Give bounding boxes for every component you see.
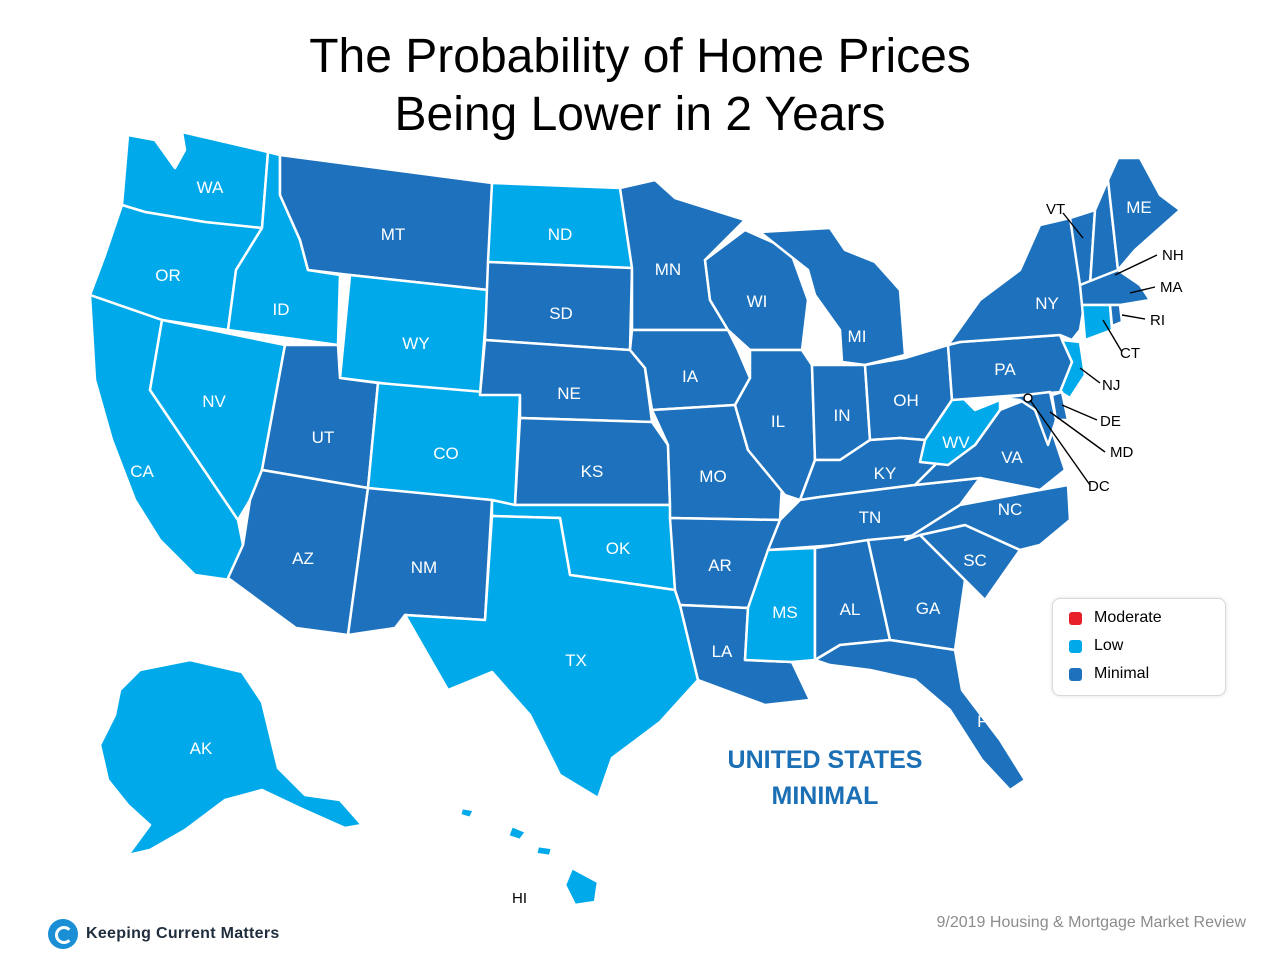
state-label-ND: ND (548, 225, 573, 244)
state-labels: WA OR CA ID NV MT WY UT AZ CO NM ND SD NE KS OK TX MN IA MO… (130, 178, 1152, 758)
legend-item-moderate: Moderate (1069, 607, 1162, 629)
national-rating-line-2: MINIMAL (771, 782, 879, 810)
state-label-NH: NH (1162, 247, 1184, 264)
state-label-WV: WV (942, 433, 970, 452)
state-label-GA: GA (916, 599, 941, 618)
state-label-VT: VT (1046, 201, 1065, 218)
legend-label-minimal: Minimal (1094, 665, 1150, 682)
brand-logo-icon (48, 919, 78, 949)
state-label-IL: IL (771, 412, 785, 431)
state-label-NJ: NJ (1102, 377, 1120, 394)
state-NC[interactable] (903, 483, 1072, 552)
state-label-SC: SC (963, 551, 987, 570)
state-label-MO: MO (699, 467, 726, 486)
state-label-SD: SD (549, 304, 573, 323)
state-MI[interactable] (758, 226, 907, 367)
state-label-CT: CT (1120, 345, 1140, 362)
source-note: 9/2019 Housing & Mortgage Market Review (936, 914, 1247, 931)
state-label-UT: UT (312, 428, 335, 447)
state-label-FL: FL (977, 712, 997, 731)
state-HI[interactable] (458, 806, 600, 907)
title-line-2: Being Lower in 2 Years (394, 88, 886, 141)
legend-label-moderate: Moderate (1094, 609, 1162, 626)
page-title: The Probability of Home Prices Being Low… (0, 28, 1280, 144)
state-label-AZ: AZ (292, 549, 314, 568)
state-label-NY: NY (1035, 294, 1059, 313)
brand: Keeping Current Matters (48, 918, 280, 950)
national-rating: UNITED STATES MINIMAL (700, 742, 950, 814)
legend-item-minimal: Minimal (1069, 663, 1149, 685)
state-label-AL: AL (840, 600, 861, 619)
state-label-CA: CA (130, 462, 154, 481)
state-label-KY: KY (874, 464, 897, 483)
state-AK[interactable] (98, 658, 364, 857)
state-label-MS: MS (772, 603, 798, 622)
state-label-WY: WY (402, 334, 429, 353)
legend-swatch-low (1069, 639, 1082, 653)
state-MT[interactable] (278, 153, 494, 292)
legend-label-low: Low (1094, 637, 1124, 654)
state-label-WA: WA (197, 178, 224, 197)
state-IL[interactable] (733, 348, 817, 502)
state-label-HI: HI (512, 890, 527, 907)
state-label-ID: ID (273, 300, 290, 319)
state-label-NM: NM (411, 558, 437, 577)
state-ME[interactable] (1106, 156, 1182, 272)
state-label-MI: MI (848, 327, 867, 346)
state-label-NV: NV (202, 392, 226, 411)
state-label-MA: MA (1160, 279, 1183, 296)
state-label-AK: AK (190, 739, 213, 758)
state-label-OK: OK (606, 539, 631, 558)
state-label-WI: WI (747, 292, 768, 311)
state-label-RI: RI (1150, 312, 1165, 329)
state-label-KS: KS (581, 462, 604, 481)
state-label-TX: TX (565, 651, 587, 670)
legend-swatch-moderate (1069, 611, 1082, 625)
national-rating-line-1: UNITED STATES (727, 746, 923, 774)
state-label-VA: VA (1001, 448, 1023, 467)
state-label-CO: CO (433, 444, 459, 463)
state-label-MD: MD (1110, 444, 1133, 461)
state-label-LA: LA (712, 642, 733, 661)
state-MD[interactable] (998, 390, 1058, 447)
legend: Moderate Low Minimal (1052, 598, 1226, 696)
state-label-OR: OR (155, 266, 181, 285)
state-TX[interactable] (403, 514, 700, 800)
leader-lines (1029, 212, 1158, 486)
brand-name: Keeping Current Matters (86, 925, 280, 942)
state-label-NE: NE (557, 384, 581, 403)
legend-swatch-minimal (1069, 667, 1082, 681)
state-label-AR: AR (708, 556, 732, 575)
state-label-MN: MN (655, 260, 681, 279)
state-CT[interactable] (1080, 303, 1114, 342)
state-label-IA: IA (682, 367, 699, 386)
state-label-OH: OH (893, 391, 919, 410)
state-label-TN: TN (859, 508, 882, 527)
state-label-NC: NC (998, 500, 1023, 519)
state-label-IN: IN (834, 406, 851, 425)
state-FL[interactable] (813, 638, 1027, 792)
state-NY[interactable] (946, 216, 1087, 347)
state-label-DE: DE (1100, 413, 1121, 430)
state-label-DC: DC (1088, 478, 1110, 495)
state-label-PA: PA (994, 360, 1016, 379)
state-label-ME: ME (1126, 198, 1152, 217)
legend-item-low: Low (1069, 635, 1123, 657)
state-NJ[interactable] (1058, 338, 1087, 400)
state-label-MT: MT (381, 225, 406, 244)
state-RI[interactable] (1108, 303, 1124, 328)
title-line-1: The Probability of Home Prices (309, 30, 971, 83)
